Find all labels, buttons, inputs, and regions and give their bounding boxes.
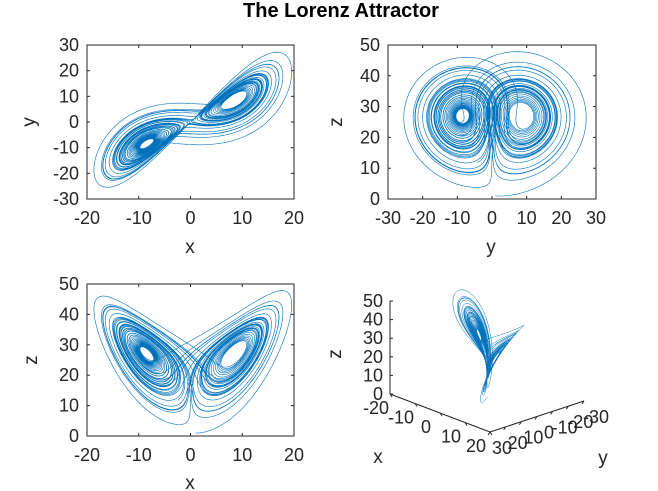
y-tick-label: 0 <box>370 189 380 209</box>
y-tick-label: -20 <box>567 412 593 432</box>
x-tick-mark <box>489 431 493 436</box>
y-tick-label: 40 <box>59 304 79 324</box>
x-tick-label: -30 <box>375 208 401 228</box>
x-tick-label: -10 <box>388 408 414 428</box>
ylabel-xz: z <box>21 355 42 365</box>
y-tick-label: 30 <box>360 97 380 117</box>
y-tick-label: 10 <box>59 396 79 416</box>
trajectory-xz <box>93 290 292 434</box>
y-tick-mark <box>565 405 569 410</box>
y-tick-mark <box>581 400 585 405</box>
y-tick-label: -10 <box>552 417 578 437</box>
y-tick-label: 20 <box>508 433 528 453</box>
y-tick-label: 20 <box>59 61 79 81</box>
ylabel-xy: y <box>19 117 40 127</box>
y-tick-label: -20 <box>53 163 79 183</box>
ticks-yz: -30 -20 -10 0 10 20 30 0 10 20 30 40 50 <box>360 35 606 228</box>
x-tick-label: -10 <box>444 208 470 228</box>
x-tick-label: -20 <box>74 445 100 465</box>
y-tick-label: 20 <box>59 365 79 385</box>
y-tick-label: 50 <box>360 35 380 55</box>
z-tick-label: 30 <box>363 328 383 348</box>
x-tick-mark <box>414 403 418 407</box>
xlabel-xy: x <box>185 237 195 258</box>
x-tick-label: 20 <box>466 436 486 456</box>
trajectory-xy <box>93 51 292 188</box>
y-tick-mark <box>487 431 491 436</box>
x-tick-label: 20 <box>284 208 304 228</box>
y-tick-label: 0 <box>69 426 79 446</box>
y-tick-label: 30 <box>59 335 79 355</box>
y-tick-label: 10 <box>523 428 543 448</box>
y-tick-mark <box>534 416 538 420</box>
xlabel-3d: x <box>373 447 383 468</box>
x-tick-mark <box>464 422 468 426</box>
y-tick-label: 40 <box>360 66 380 86</box>
y-tick-mark <box>550 411 554 415</box>
y-tick-label: 10 <box>360 158 380 178</box>
subplot-yz: -30 -20 -10 0 10 20 30 0 10 20 30 40 50 y z <box>326 35 606 258</box>
x-tick-label: -10 <box>126 445 152 465</box>
y-tick-label: 10 <box>59 86 79 106</box>
x-tick-label: 30 <box>586 208 606 228</box>
y-tick-label: 50 <box>59 274 79 294</box>
x-tick-label: 20 <box>284 445 304 465</box>
x-tick-mark <box>439 412 443 417</box>
x-tick-label: 10 <box>441 427 461 447</box>
x-tick-label: -20 <box>410 208 436 228</box>
x-tick-label: 20 <box>551 208 571 228</box>
xlabel-yz: y <box>486 237 496 258</box>
y-tick-mark <box>518 421 522 425</box>
trajectory-3d <box>452 289 525 404</box>
x-tick-label: 0 <box>487 208 497 228</box>
x-tick-label: -20 <box>363 398 389 418</box>
z-tick-label: 40 <box>363 310 383 330</box>
ticks-xz: -20 -10 0 10 20 0 10 20 30 40 50 <box>59 274 304 465</box>
x-tick-label: 0 <box>185 208 195 228</box>
z-tick-label: 10 <box>363 365 383 385</box>
y-tick-label: 0 <box>544 423 554 443</box>
ylabel-3d: y <box>598 448 608 469</box>
y-tick-label: 0 <box>69 112 79 132</box>
figure-title: The Lorenz Attractor <box>243 0 439 22</box>
y-tick-label: 20 <box>360 127 380 147</box>
x-tick-label: 10 <box>517 208 537 228</box>
z-tick-label: 0 <box>373 384 383 404</box>
xlabel-xz: x <box>185 473 195 491</box>
zlabel-3d: z <box>325 349 346 359</box>
y-tick-label: 30 <box>492 438 512 458</box>
x-tick-label: -20 <box>74 208 100 228</box>
x-tick-label: 0 <box>185 445 195 465</box>
y-tick-label: 30 <box>59 35 79 55</box>
y-tick-label: -30 <box>53 189 79 209</box>
x-tick-label: -10 <box>126 208 152 228</box>
subplot-xz: -20 -10 0 10 20 0 10 20 30 40 50 x z <box>21 274 304 491</box>
trajectory-yz <box>403 51 587 197</box>
y-tick-mark <box>503 426 507 431</box>
x-tick-label: 10 <box>232 445 252 465</box>
z-tick-label: 50 <box>363 291 383 311</box>
x-tick-label: 10 <box>232 208 252 228</box>
x-tick-label: 0 <box>421 417 431 437</box>
z-tick-label: 20 <box>363 347 383 367</box>
y-tick-label: -10 <box>53 138 79 158</box>
ylabel-yz: z <box>326 117 347 127</box>
y-tick-label: -30 <box>583 407 609 427</box>
